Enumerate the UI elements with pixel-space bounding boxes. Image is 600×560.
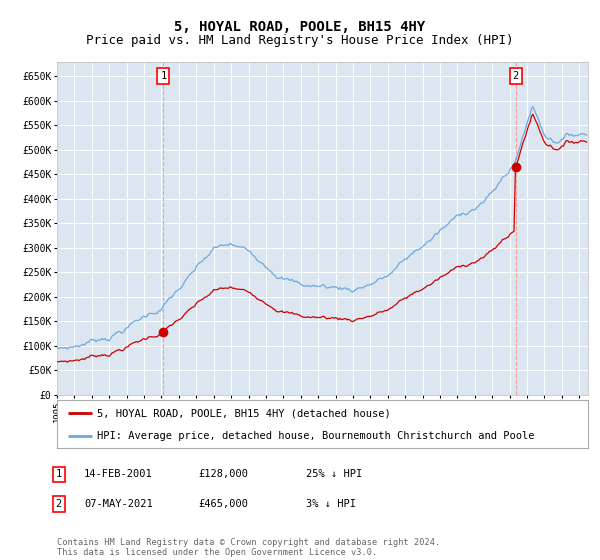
Text: Contains HM Land Registry data © Crown copyright and database right 2024.
This d: Contains HM Land Registry data © Crown c… <box>57 538 440 557</box>
Text: HPI: Average price, detached house, Bournemouth Christchurch and Poole: HPI: Average price, detached house, Bour… <box>97 431 535 441</box>
Text: £128,000: £128,000 <box>198 469 248 479</box>
Text: 2: 2 <box>56 499 62 509</box>
Text: 5, HOYAL ROAD, POOLE, BH15 4HY: 5, HOYAL ROAD, POOLE, BH15 4HY <box>175 20 425 34</box>
Text: Price paid vs. HM Land Registry's House Price Index (HPI): Price paid vs. HM Land Registry's House … <box>86 34 514 46</box>
Text: 3% ↓ HPI: 3% ↓ HPI <box>306 499 356 509</box>
Text: £465,000: £465,000 <box>198 499 248 509</box>
Text: 1: 1 <box>160 71 166 81</box>
Text: 1: 1 <box>56 469 62 479</box>
Text: 07-MAY-2021: 07-MAY-2021 <box>84 499 153 509</box>
Text: 5, HOYAL ROAD, POOLE, BH15 4HY (detached house): 5, HOYAL ROAD, POOLE, BH15 4HY (detached… <box>97 408 391 418</box>
Text: 2: 2 <box>512 71 519 81</box>
Text: 25% ↓ HPI: 25% ↓ HPI <box>306 469 362 479</box>
Text: 14-FEB-2001: 14-FEB-2001 <box>84 469 153 479</box>
